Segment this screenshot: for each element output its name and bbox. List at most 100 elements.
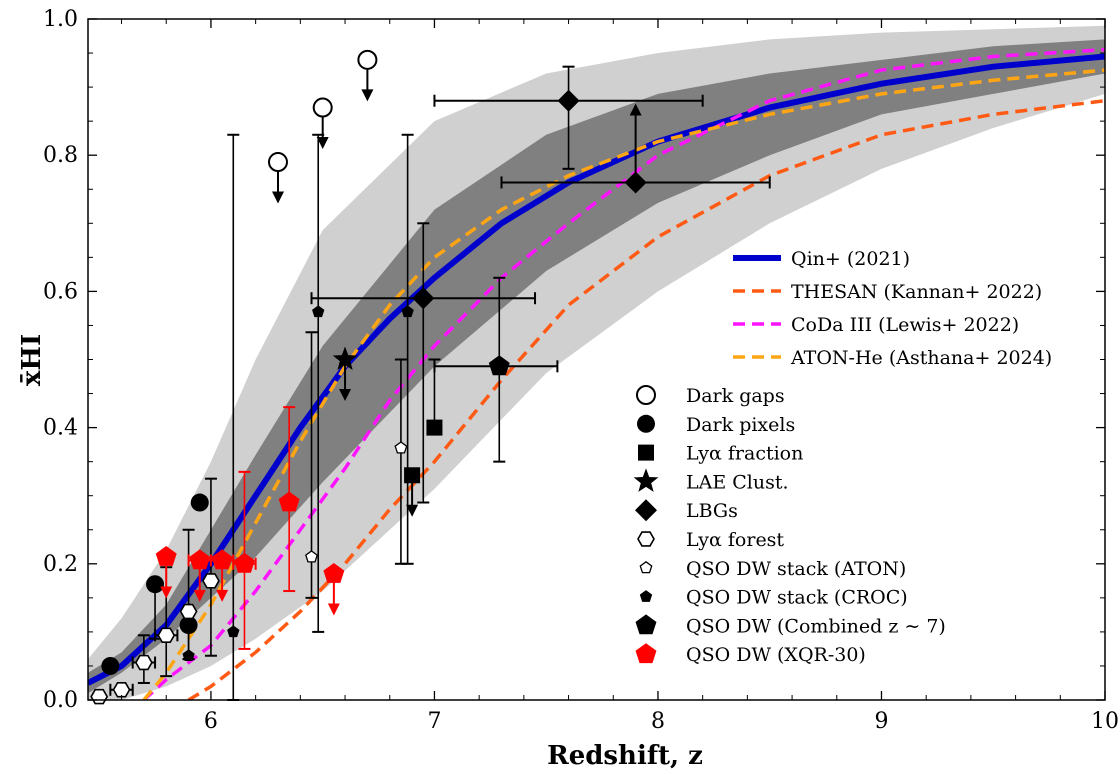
marker-circle-open: [267, 152, 288, 173]
legend-marker-swatch: [638, 444, 654, 461]
marker-circle: [101, 656, 120, 675]
legend-marker-swatch: [636, 385, 656, 405]
legend-marker-swatch: [633, 468, 659, 492]
legend-marker-swatch: [635, 614, 657, 635]
data-point-1: [312, 97, 333, 149]
marker-diamond: [412, 287, 435, 310]
limit-arrow: [339, 388, 352, 401]
series-line-3: [142, 68, 1105, 700]
limit-arrow: [160, 586, 173, 599]
data-point-12: [310, 222, 537, 504]
data-point-26: [155, 545, 177, 599]
marker-pentagon-red: [278, 491, 300, 512]
marker-circle-open: [357, 49, 378, 70]
x-axis-title: Redshift, z: [547, 741, 703, 771]
marker-star: [332, 346, 358, 371]
legend: Qin+ (2021) THESAN (Kannan+ 2022) CoDa III…: [633, 248, 1052, 666]
series-line-2: [142, 47, 1105, 700]
marker-hexagon-open: [179, 603, 198, 620]
limit-arrow: [216, 589, 229, 602]
marker-pentagon-red: [211, 549, 233, 570]
legend-marker-label: QSO DW stack (CROC): [686, 587, 908, 609]
marker-hexagon-open: [112, 682, 131, 698]
legend-marker-label: Dark gaps: [686, 385, 785, 407]
y-tick-label: 0.4: [43, 416, 78, 441]
data-point-17: [179, 528, 198, 661]
legend-line-label: ATON-He (Asthana+ 2024): [790, 347, 1052, 369]
data-point-5: [190, 493, 209, 512]
marker-pentagon: [182, 649, 195, 661]
marker-pentagon-open: [394, 441, 408, 454]
data-point-30: [278, 406, 300, 593]
limit-arrow: [271, 191, 284, 204]
marker-pentagon-red: [233, 552, 255, 573]
marker-square: [404, 467, 421, 484]
data-point-13: [90, 688, 109, 705]
legend-marker-label: QSO DW stack (ATON): [686, 558, 906, 580]
marker-pentagon: [312, 305, 325, 318]
legend-marker-swatch: [635, 643, 657, 664]
limit-arrow: [406, 504, 419, 517]
x-tick-label: 7: [427, 709, 441, 734]
marker-circle: [146, 575, 165, 594]
data-point-14: [109, 682, 134, 698]
marker-circle: [190, 493, 209, 512]
legend-marker-label: Dark pixels: [686, 414, 795, 436]
marker-hexagon-open: [90, 688, 109, 705]
marker-diamond: [557, 89, 580, 112]
y-tick-label: 0.6: [43, 279, 78, 304]
y-tick-label: 0.8: [43, 143, 78, 168]
data-point-24: [182, 649, 195, 661]
marker-pentagon: [401, 305, 414, 318]
data-point-25: [433, 276, 559, 463]
legend-marker-label: QSO DW (XQR-30): [686, 644, 866, 666]
data-point-15: [131, 634, 157, 684]
legend-marker-swatch: [639, 590, 653, 602]
x-tick-label: 8: [651, 709, 665, 734]
marker-pentagon: [227, 625, 240, 638]
observational-points: [90, 49, 771, 705]
legend-marker-label: LBGs: [686, 500, 738, 522]
data-point-11: [500, 103, 771, 194]
band-outer: [88, 25, 1105, 700]
legend-marker-label: Lyα forest: [686, 529, 784, 551]
y-tick-label: 0.0: [43, 688, 78, 713]
data-point-23: [401, 133, 414, 565]
data-point-18: [202, 477, 220, 657]
x-tick-label: 6: [204, 709, 218, 734]
marker-square: [426, 419, 443, 436]
data-point-2: [357, 49, 378, 102]
marker-pentagon-red: [323, 563, 345, 583]
marker-pentagon-red: [189, 549, 211, 570]
legend-line-label: CoDa III (Lewis+ 2022): [791, 314, 1019, 336]
legend-line-label: Qin+ (2021): [791, 248, 910, 270]
data-point-28: [209, 549, 235, 602]
marker-hexagon-open: [134, 654, 153, 671]
data-point-9: [332, 346, 358, 401]
legend-marker-swatch: [637, 414, 655, 433]
marker-diamond: [624, 171, 647, 194]
marker-pentagon-open: [305, 550, 318, 563]
legend-marker-label: QSO DW (Combined z ∼ 7): [686, 615, 946, 637]
data-point-29: [232, 470, 257, 650]
limit-arrow: [316, 136, 329, 149]
data-point-31: [323, 563, 345, 616]
marker-pentagon-big: [488, 355, 510, 376]
y-tick-label: 0.2: [43, 552, 78, 577]
legend-marker-label: Lyα fraction: [686, 443, 803, 465]
limit-arrow: [193, 589, 206, 602]
data-point-22: [312, 133, 325, 633]
marker-pentagon-red: [155, 545, 177, 566]
data-point-20: [394, 358, 408, 565]
y-tick-label: 1.0: [43, 7, 78, 32]
y-axis-title: x̄HI: [17, 334, 47, 386]
data-point-19: [305, 331, 318, 599]
x-tick-label: 9: [874, 709, 888, 734]
marker-hexagon-open: [202, 573, 220, 589]
legend-marker-label: LAE Clust.: [686, 471, 789, 493]
marker-hexagon-open: [157, 627, 176, 644]
data-point-0: [267, 152, 288, 204]
axes: 6 7 8 9 10 0.0 0.2 0.4 0.6 0.8 1.0: [43, 7, 1119, 734]
legend-line-label: THESAN (Kannan+ 2022): [791, 281, 1042, 303]
